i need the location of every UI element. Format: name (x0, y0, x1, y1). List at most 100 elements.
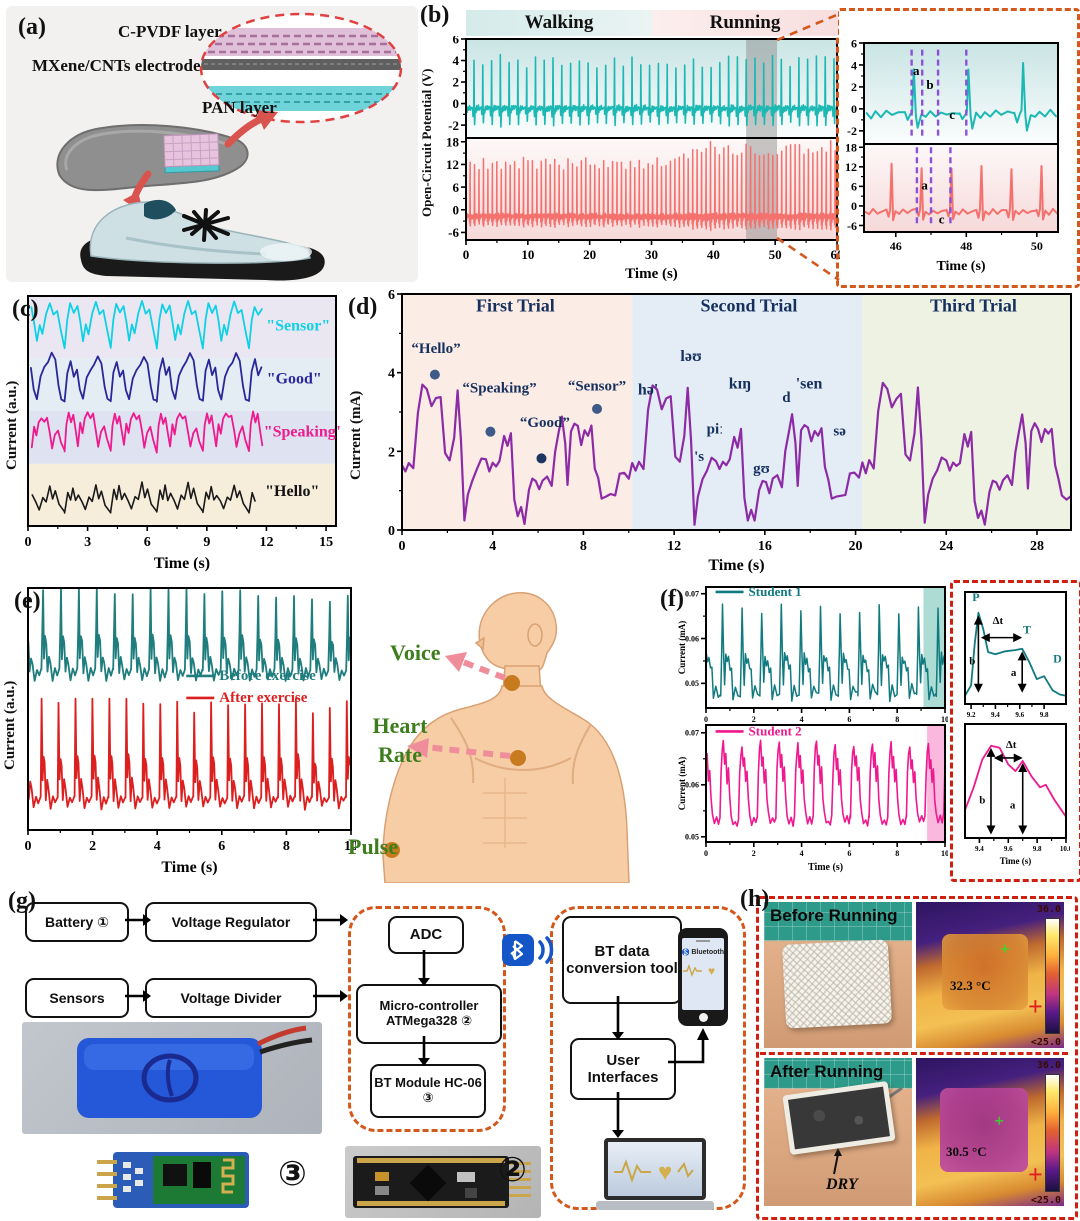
svg-text:16: 16 (758, 539, 772, 554)
svg-text:10: 10 (941, 849, 948, 858)
thermal-crosshair-red: + (1028, 992, 1043, 1021)
svg-text:piː: piː (707, 422, 724, 438)
svg-text:9.6: 9.6 (1015, 711, 1024, 718)
svg-text:10: 10 (344, 839, 356, 854)
svg-text:0: 0 (453, 96, 460, 111)
svg-text:kɪŋ: kɪŋ (729, 375, 751, 392)
block-sensors: Sensors (25, 978, 129, 1018)
svg-text:-6: -6 (448, 225, 459, 240)
svg-text:Time (s): Time (s) (808, 862, 843, 873)
svg-text:8: 8 (895, 715, 899, 722)
chart-f-inset-student1: 9.2 9.4 9.6 9.8 P T D Δt b a (956, 588, 1070, 718)
svg-text:0.06: 0.06 (685, 781, 699, 790)
inset-dashed-ellipse (199, 12, 403, 124)
svg-text:9.6: 9.6 (1004, 845, 1013, 853)
svg-text:6: 6 (847, 849, 851, 858)
chart-d-speech-trials: 0 4 8 12 16 20 24 28 0 2 4 6 Time (s) First Trial Seco… (368, 290, 1076, 574)
svg-text:9.4: 9.4 (975, 845, 984, 853)
svg-text:30: 30 (645, 247, 658, 262)
svg-text:4: 4 (388, 367, 395, 382)
pan-layer-band (201, 86, 401, 111)
heart-rate-sensor-dot (510, 750, 526, 766)
svg-text:b: b (926, 77, 933, 92)
insole (56, 124, 249, 192)
svg-text:9.8: 9.8 (1033, 845, 1042, 853)
panel-b-label: (b) (420, 2, 450, 28)
voice-sensor-dot (504, 675, 520, 691)
shoe (80, 199, 325, 281)
svg-text:0: 0 (704, 715, 708, 722)
running-band: Running (652, 10, 838, 36)
svg-text:Time (s): Time (s) (625, 266, 678, 282)
panel-c-ylabel: Current (a.u.) (4, 380, 20, 470)
svg-text:Third Trial: Third Trial (930, 296, 1017, 316)
svg-text:9.4: 9.4 (991, 711, 1000, 718)
svg-text:0.05: 0.05 (685, 833, 699, 842)
svg-text:4: 4 (800, 715, 804, 722)
colorbar-min-label: <25.0 (1030, 1037, 1061, 1048)
svg-text:0: 0 (463, 247, 470, 262)
svg-text:9.8: 9.8 (1040, 711, 1049, 718)
chart-f-student1: 0 2 4 6 8 10 0.05 0.06 0.07 Current (mA) Student 1 (676, 584, 948, 722)
svg-text:4: 4 (851, 58, 857, 72)
svg-text:4: 4 (154, 839, 161, 854)
svg-text:10.0: 10.0 (1060, 845, 1070, 853)
photo-before-running: Before Running (764, 902, 912, 1048)
label-circled-3: ③ (278, 1154, 307, 1194)
panel-e-ylabel: Current (a.u.) (2, 680, 18, 770)
colorbar-max-label: 36.0 (1036, 904, 1061, 915)
svg-text:“Hello”: “Hello” (411, 341, 460, 357)
panel-f-inset-box (950, 580, 1080, 882)
svg-text:2: 2 (851, 80, 857, 94)
svg-text:Time (s): Time (s) (154, 555, 210, 572)
svg-text:Before exercise: Before exercise (219, 668, 316, 684)
svg-text:3: 3 (84, 535, 91, 550)
thermal-crosshair-red: + (1028, 1160, 1043, 1189)
svg-text:sə: sə (833, 424, 846, 440)
body-illustration (355, 578, 655, 884)
svg-text:a: a (1011, 667, 1017, 679)
smartphone-icon: Bluetooth ♥ (678, 928, 728, 1026)
svg-text:P: P (972, 590, 979, 604)
svg-text:"Sensor": "Sensor" (266, 318, 330, 335)
svg-text:a: a (1010, 800, 1016, 812)
svg-text:0.07: 0.07 (685, 590, 699, 599)
panel-b-inset-box (836, 8, 1080, 288)
voice-arrow (461, 659, 507, 681)
svg-text:c: c (949, 107, 955, 122)
svg-text:hə': hə' (638, 381, 658, 398)
svg-text:Δt: Δt (1006, 739, 1017, 751)
svg-text:-6: -6 (847, 219, 857, 233)
svg-text:d: d (782, 390, 791, 406)
mxene-cnts-band (201, 59, 401, 70)
block-microcontroller: Micro-controller ATMega328 ② (356, 984, 502, 1044)
thermal-crosshair-green: + (1000, 939, 1011, 959)
svg-text:6: 6 (388, 290, 395, 303)
thermal-crosshair-green: + (994, 1111, 1005, 1131)
svg-text:15: 15 (319, 535, 333, 550)
svg-text:ləʊ: ləʊ (680, 348, 702, 365)
svg-text:0: 0 (453, 202, 460, 217)
svg-text:50: 50 (769, 247, 782, 262)
thermal-patch-after (940, 1088, 1028, 1172)
panel-h-divider (760, 1052, 1068, 1055)
svg-text:Student 1: Student 1 (749, 584, 802, 599)
chart-c-voice-words: 0 3 6 9 12 15 Time (s) "Sensor" "Good" "Speaking"… (18, 292, 340, 572)
heart-rate-arrow (424, 744, 511, 759)
chart-f-student2: 0 2 4 6 8 10 0.05 0.06 0.07 Time (s) Current (mA) S… (676, 722, 948, 874)
svg-text:b: b (969, 656, 975, 668)
svg-text:gʊ: gʊ (753, 461, 770, 477)
layer-label-pan: PAN layer (202, 98, 277, 117)
before-running-label: Before Running (770, 906, 898, 925)
svg-text:First Trial: First Trial (476, 296, 555, 316)
svg-text:Time (s): Time (s) (1000, 856, 1032, 866)
panel-e-label: (e) (14, 588, 41, 614)
svg-text:0: 0 (399, 539, 406, 554)
thermal-after-running: 36.0 <25.0 + + 30.5 °C (916, 1058, 1064, 1206)
panel-c-label: (c) (12, 296, 39, 322)
svg-text:20: 20 (583, 247, 596, 262)
svg-text:After exercise: After exercise (219, 690, 307, 706)
block-voltage-divider: Voltage Divider (145, 978, 317, 1018)
svg-text:0: 0 (851, 102, 857, 116)
colorbar-max-label: 36.0 (1036, 1060, 1061, 1071)
